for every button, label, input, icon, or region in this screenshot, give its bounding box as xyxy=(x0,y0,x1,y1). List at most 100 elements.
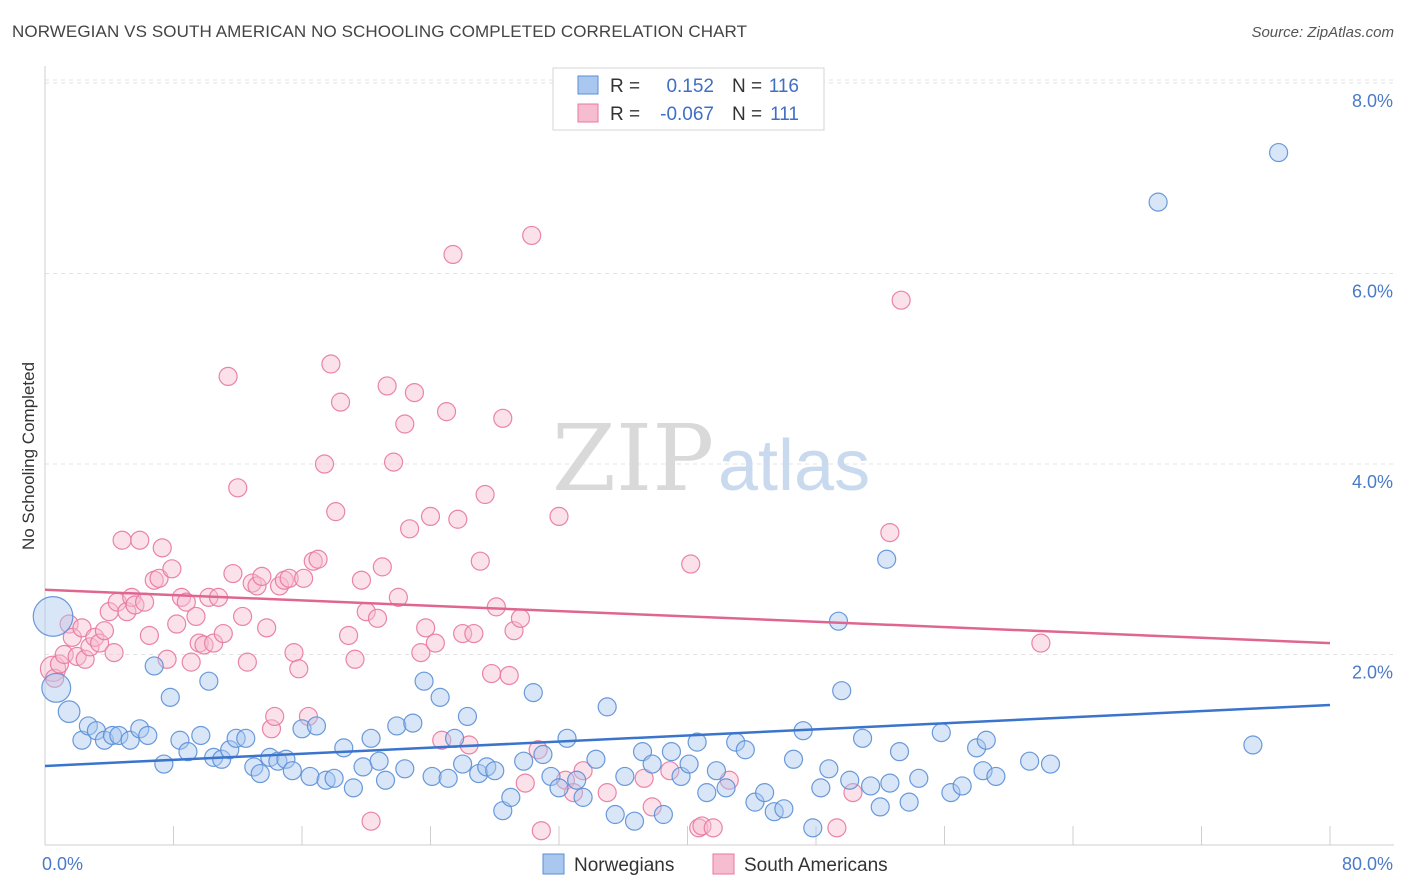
south-americans-point xyxy=(843,783,863,803)
south-americans-point xyxy=(232,606,253,627)
south-americans-point xyxy=(134,592,155,612)
norwegians-trend-line xyxy=(44,703,1331,768)
south-americans-point xyxy=(237,652,257,672)
legend-n-label-south-americans: N = xyxy=(732,104,762,125)
legend-r-label-south-americans: R = xyxy=(610,104,640,125)
norwegians-point xyxy=(292,719,312,739)
south-americans-point xyxy=(411,643,431,663)
norwegians-point xyxy=(716,778,736,798)
norwegians-point xyxy=(523,683,543,703)
norwegians-point xyxy=(199,671,219,691)
norwegians-point xyxy=(160,687,180,707)
south-americans-point xyxy=(400,519,420,539)
norwegians-point xyxy=(469,763,489,784)
south-americans-point xyxy=(404,382,425,403)
norwegians-point xyxy=(567,770,587,790)
south-americans-point xyxy=(448,509,468,529)
norwegians-point xyxy=(144,656,164,676)
south-americans-point xyxy=(470,551,490,571)
x-tick-label-0: 0.0% xyxy=(42,854,83,874)
norwegians-point xyxy=(952,776,972,796)
south-americans-point xyxy=(181,652,201,672)
watermark: ZIP atlas xyxy=(552,405,870,512)
legend-n-value-norwegians: 116 xyxy=(769,76,799,97)
south-americans-point xyxy=(289,659,309,679)
norwegians-point xyxy=(395,759,415,779)
south-americans-point xyxy=(351,570,372,590)
south-americans-point xyxy=(703,818,723,838)
norwegians-point xyxy=(557,728,577,748)
norwegians-point xyxy=(840,770,860,790)
norwegians-point xyxy=(861,776,881,796)
norwegians-point xyxy=(316,770,336,790)
y-tick-label-0: 2.0% xyxy=(1352,663,1393,683)
south-americans-point xyxy=(549,506,569,527)
south-americans-point xyxy=(94,621,115,641)
bottom-legend-swatch-south-americans xyxy=(712,853,735,875)
south-americans-point xyxy=(152,538,172,558)
south-americans-point xyxy=(338,625,359,646)
south-americans-points xyxy=(39,225,1051,841)
norwegians-point xyxy=(430,687,450,707)
norwegians-point xyxy=(870,797,890,817)
legend-swatch-south-americans xyxy=(577,103,599,123)
south-americans-point xyxy=(563,783,584,803)
x-tick-labels: 0.0% 80.0% xyxy=(42,854,1393,874)
norwegians-point xyxy=(597,697,617,717)
norwegians-point xyxy=(306,716,327,736)
norwegians-point xyxy=(170,730,190,750)
south-americans-point xyxy=(891,290,911,310)
axes xyxy=(44,66,1394,846)
norwegians-point xyxy=(138,725,158,746)
south-americans-point xyxy=(345,649,365,669)
south-americans-point xyxy=(486,597,506,617)
norwegians-point xyxy=(300,766,320,787)
south-americans-point xyxy=(49,654,70,674)
y-tick-labels: 2.0% 4.0% 6.0% 8.0% xyxy=(1352,91,1393,682)
south-americans-point xyxy=(90,633,110,653)
south-americans-point xyxy=(330,392,351,412)
norwegians-point xyxy=(457,706,478,727)
bottom-legend: Norwegians South Americans xyxy=(542,853,888,876)
norwegians-point xyxy=(178,742,198,762)
legend-n-value-south-americans: 111 xyxy=(770,104,799,125)
south-americans-point xyxy=(634,768,654,788)
south-americans-point xyxy=(510,608,531,628)
norwegians-point xyxy=(549,778,569,798)
bottom-legend-swatch-norwegians xyxy=(542,853,565,875)
bottom-legend-norwegians: Norwegians xyxy=(574,855,674,876)
norwegians-point xyxy=(41,672,72,703)
y-tick-label-2: 6.0% xyxy=(1352,282,1393,302)
norwegians-point xyxy=(605,804,625,825)
norwegians-point xyxy=(880,773,900,793)
norwegians-point xyxy=(387,716,407,736)
legend-n-label-norwegians: N = xyxy=(732,76,762,97)
norwegians-point xyxy=(334,738,354,758)
south-americans-point xyxy=(257,618,277,638)
norwegians-point xyxy=(624,811,645,831)
south-americans-point xyxy=(493,408,513,428)
watermark-zip: ZIP xyxy=(552,405,714,512)
bottom-legend-south-americans: South Americans xyxy=(744,855,888,876)
norwegians-point xyxy=(706,761,727,781)
norwegians-point xyxy=(783,749,804,769)
legend-r-value-norwegians: 0.152 xyxy=(666,76,714,97)
norwegians-point xyxy=(414,671,434,691)
norwegians-point xyxy=(533,744,553,765)
norwegians-point xyxy=(573,787,593,807)
south-americans-point xyxy=(247,576,267,596)
x-tick-label-1: 80.0% xyxy=(1342,854,1393,874)
norwegians-point xyxy=(697,783,717,803)
norwegians-point xyxy=(32,596,74,637)
norwegians-point xyxy=(226,728,246,748)
south-americans-point xyxy=(597,783,617,803)
south-americans-point xyxy=(162,559,182,579)
norwegians-point xyxy=(661,742,682,762)
norwegians-point xyxy=(889,742,910,762)
south-americans-point xyxy=(149,568,169,588)
south-americans-point xyxy=(522,225,542,246)
south-americans-point xyxy=(475,484,495,505)
south-americans-point xyxy=(294,568,314,588)
south-americans-point xyxy=(139,625,160,646)
